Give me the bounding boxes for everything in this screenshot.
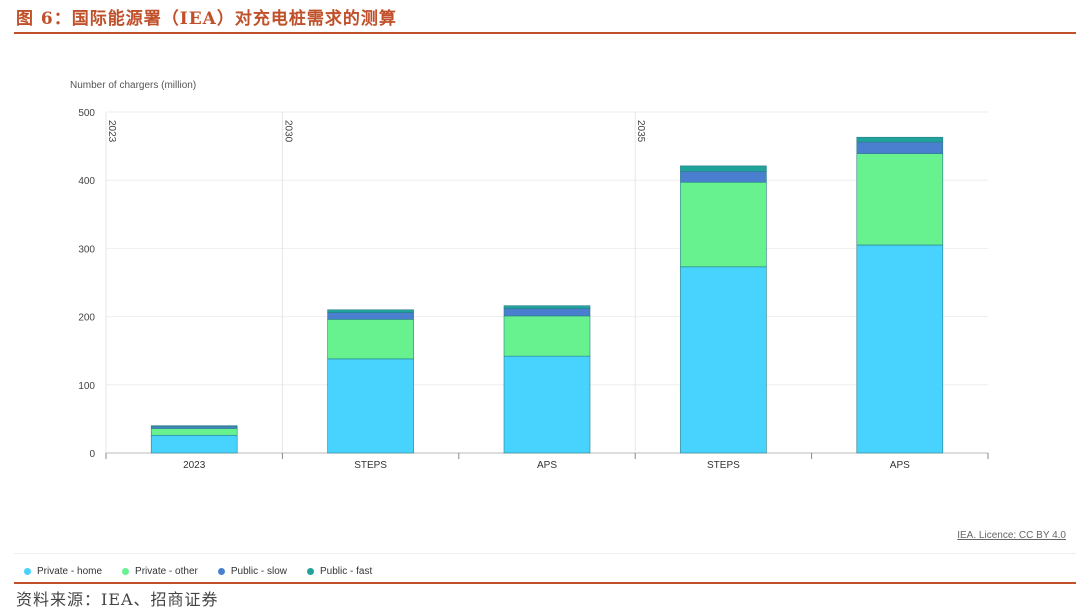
bar-segment [856, 153, 944, 246]
bar-segment [327, 312, 414, 320]
legend-item-public-slow[interactable]: Public - slow [217, 566, 287, 577]
legend-label: Public - slow [230, 566, 287, 577]
legend-swatch-private-home [24, 568, 31, 575]
stacked-bar-chart: Number of chargers (million) 0 100 200 300 40… [70, 80, 989, 471]
bar-segment [503, 305, 591, 309]
legend-swatch-private-other [122, 568, 130, 575]
x-tick-label: 2023 [183, 460, 206, 471]
legend-label: Private - other [135, 566, 198, 577]
legend-item-public-fast[interactable]: Public - fast [306, 566, 373, 577]
bar-segment [150, 434, 238, 454]
chart-legend: Private - home Private - other Public - … [24, 566, 372, 577]
bar-segment [856, 141, 944, 154]
legend-swatch-public-fast [306, 568, 314, 575]
bar-segment [503, 315, 591, 357]
bar-segment [327, 319, 414, 360]
y-axis-label: Number of chargers (million) [70, 80, 196, 91]
legend-label: Private - home [37, 566, 103, 577]
x-tick-label: APS [537, 460, 557, 471]
title-rule [14, 32, 1076, 34]
y-tick-label: 500 [78, 108, 95, 119]
legend-item-private-home[interactable]: Private - home [24, 566, 102, 577]
legend-divider [14, 553, 1076, 554]
group-year-label: 2023 [106, 120, 117, 143]
bar-segment [503, 355, 591, 454]
y-tick-label: 200 [78, 313, 95, 324]
bar-segment [856, 244, 944, 454]
legend-label: Public - fast [319, 566, 373, 577]
bar-segment [150, 425, 238, 427]
y-tick-label: 300 [78, 244, 95, 255]
bar-segment [680, 171, 767, 183]
y-tick-label: 0 [89, 449, 95, 460]
bar-segment [327, 309, 414, 313]
bar-segment [856, 136, 944, 143]
y-tick-label: 400 [78, 176, 95, 187]
source-note: 资料来源：IEA、招商证券 [16, 590, 219, 609]
x-tick-label: STEPS [707, 460, 740, 471]
license-credit[interactable]: IEA. Licence: CC BY 4.0 [957, 530, 1066, 541]
group-year-label: 2030 [282, 120, 293, 143]
bar-segment [680, 181, 767, 268]
bar-segment [680, 266, 767, 454]
legend-item-private-other[interactable]: Private - other [122, 566, 198, 577]
group-year-label: 2035 [635, 120, 646, 143]
figure-title: 图 6：国际能源署（IEA）对充电桩需求的测算 [16, 9, 397, 29]
bar-segment [680, 165, 767, 172]
bar-segment [150, 426, 238, 429]
x-tick-label: STEPS [354, 460, 387, 471]
footer-rule [14, 582, 1076, 584]
y-tick-label: 100 [78, 381, 95, 392]
legend-swatch-public-slow [217, 568, 225, 575]
x-tick-label: APS [890, 460, 910, 471]
bar-segment [150, 428, 238, 436]
bar-segment [327, 358, 414, 454]
bar-segment [503, 308, 591, 317]
